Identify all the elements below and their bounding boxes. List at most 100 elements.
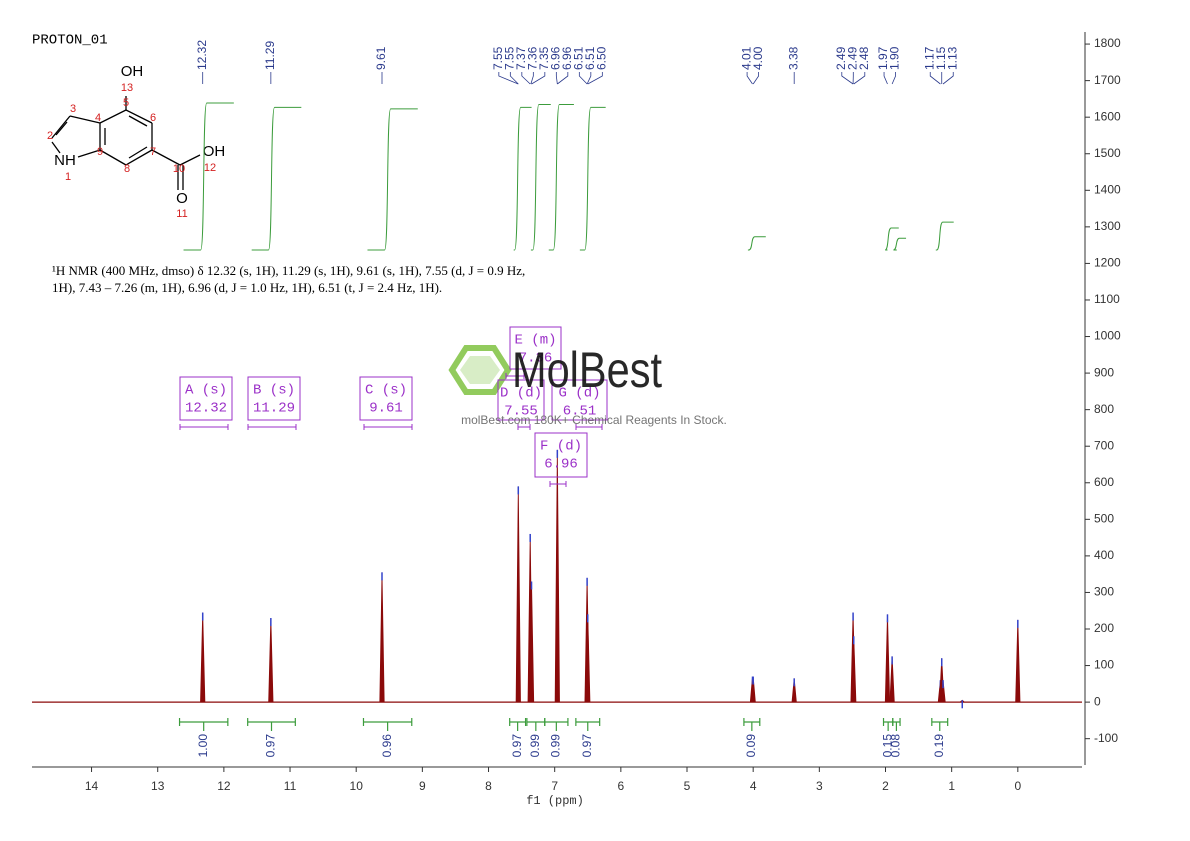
y-tick-label: 1000 [1094, 329, 1121, 343]
peak-label-connector [521, 72, 531, 85]
y-tick-label: -100 [1094, 731, 1118, 745]
multiplet-label: D (d) [500, 386, 542, 402]
y-tick-label: 100 [1094, 658, 1114, 672]
x-tick-label: 0 [1014, 779, 1021, 793]
integral-bracket [931, 718, 949, 731]
integral-bracket [882, 718, 894, 731]
x-tick-label: 11 [284, 779, 297, 793]
integral-label: 0.15 [880, 734, 894, 758]
integral-curve [367, 108, 418, 251]
atom-number: 12 [204, 162, 216, 174]
y-tick-label: 400 [1094, 548, 1114, 562]
integral-curve [183, 102, 234, 251]
atom-number: 2 [47, 130, 53, 142]
peak [750, 676, 756, 703]
integral-label: 0.97 [580, 734, 594, 758]
multiplet-box [534, 432, 588, 478]
atom-number: 13 [121, 82, 133, 94]
integral-bracket [178, 718, 229, 731]
atom-number: 8 [124, 163, 130, 175]
y-tick-label: 600 [1094, 475, 1114, 489]
integral-label: 0.19 [932, 734, 946, 758]
y-tick-label: 1400 [1094, 182, 1121, 196]
peak-label: 1.13 [945, 46, 959, 70]
integral-label: 0.99 [549, 734, 563, 758]
multiplet-bracket [363, 424, 413, 430]
peak-label-connector [586, 72, 592, 85]
integral-curve [747, 236, 766, 251]
integral-label: 0.96 [380, 734, 394, 758]
peak-label: 7.55 [503, 46, 517, 70]
multiplet-box [509, 326, 562, 370]
y-tick-label: 700 [1094, 438, 1114, 452]
atom-number: 3 [70, 103, 76, 115]
peak-label-connector [587, 72, 603, 85]
peak-label: 6.51 [583, 46, 597, 70]
integral-bracket [526, 718, 546, 731]
watermark-tagline: molBest.com 180K+ Chemical Reagents In S… [461, 413, 727, 427]
integral-bracket [743, 718, 761, 731]
watermark-brand: MolBest [512, 342, 662, 398]
multiplet-shift: 12.32 [185, 401, 227, 417]
peak-label: 2.49 [845, 46, 859, 70]
peak-label: 7.35 [537, 46, 551, 70]
integral-bracket [509, 718, 527, 731]
multiplet-box [359, 376, 413, 421]
peak [379, 572, 385, 703]
integral-bracket [247, 718, 296, 731]
peak-label: 1.17 [922, 46, 936, 70]
integral-curve [251, 106, 302, 251]
nmr-description: ¹H NMR (400 MHz, dmso) δ 12.32 (s, 1H), … [52, 263, 525, 278]
peak-label-connector [853, 72, 866, 85]
peak-label-connector [841, 72, 854, 85]
atom-label: OH [203, 143, 226, 160]
peak-label: 2.49 [834, 46, 848, 70]
atom-number: 4 [95, 112, 101, 124]
multiplet-shift: 7.36 [519, 351, 553, 367]
peak-label: 6.50 [595, 46, 609, 70]
integral-bracket [362, 718, 413, 731]
x-tick-label: 9 [419, 779, 426, 793]
peak-label: 1.15 [934, 46, 948, 70]
multiplet-shift: 6.51 [563, 404, 597, 420]
x-tick-label: 10 [350, 779, 364, 793]
integral-label: 0.97 [510, 734, 524, 758]
integral-bracket [575, 718, 601, 731]
molecule-bonds [51, 96, 201, 190]
integral-curve [579, 106, 606, 251]
x-tick-label: 3 [816, 779, 823, 793]
atom-number: 10 [173, 163, 185, 175]
peak [1015, 619, 1021, 703]
integral-curve [884, 227, 899, 251]
peak-label: 6.96 [560, 46, 574, 70]
peak-label-connector [883, 72, 888, 85]
x-tick-label: 6 [618, 779, 625, 793]
integral-label: 0.97 [264, 734, 278, 758]
peak-label-connector [509, 72, 519, 85]
atom-number: 5 [123, 97, 129, 109]
peak [791, 678, 797, 703]
multiplet-label: A (s) [185, 383, 227, 399]
watermark-logo [448, 345, 512, 395]
y-tick-label: 800 [1094, 402, 1114, 416]
y-tick-label: 1800 [1094, 36, 1121, 50]
atom-label: NH [54, 152, 76, 169]
x-tick-label: 5 [684, 779, 691, 793]
multiplet-shift: 9.61 [369, 401, 403, 417]
multiplet-box [551, 379, 608, 421]
x-tick-label: 2 [882, 779, 889, 793]
atom-label: O [176, 190, 188, 207]
peak-label: 6.96 [549, 46, 563, 70]
peak-label-connector [891, 72, 896, 85]
integral-curve [893, 237, 907, 251]
y-tick-label: 500 [1094, 511, 1114, 525]
x-tick-label: 12 [217, 779, 231, 793]
integral-curve [513, 106, 532, 251]
multiplet-label: B (s) [253, 383, 295, 399]
y-tick-label: 300 [1094, 585, 1114, 599]
integral-bracket [544, 718, 569, 731]
y-tick-label: 1700 [1094, 73, 1121, 87]
multiplet-label: F (d) [540, 439, 582, 455]
peak-label-connector [578, 72, 588, 85]
